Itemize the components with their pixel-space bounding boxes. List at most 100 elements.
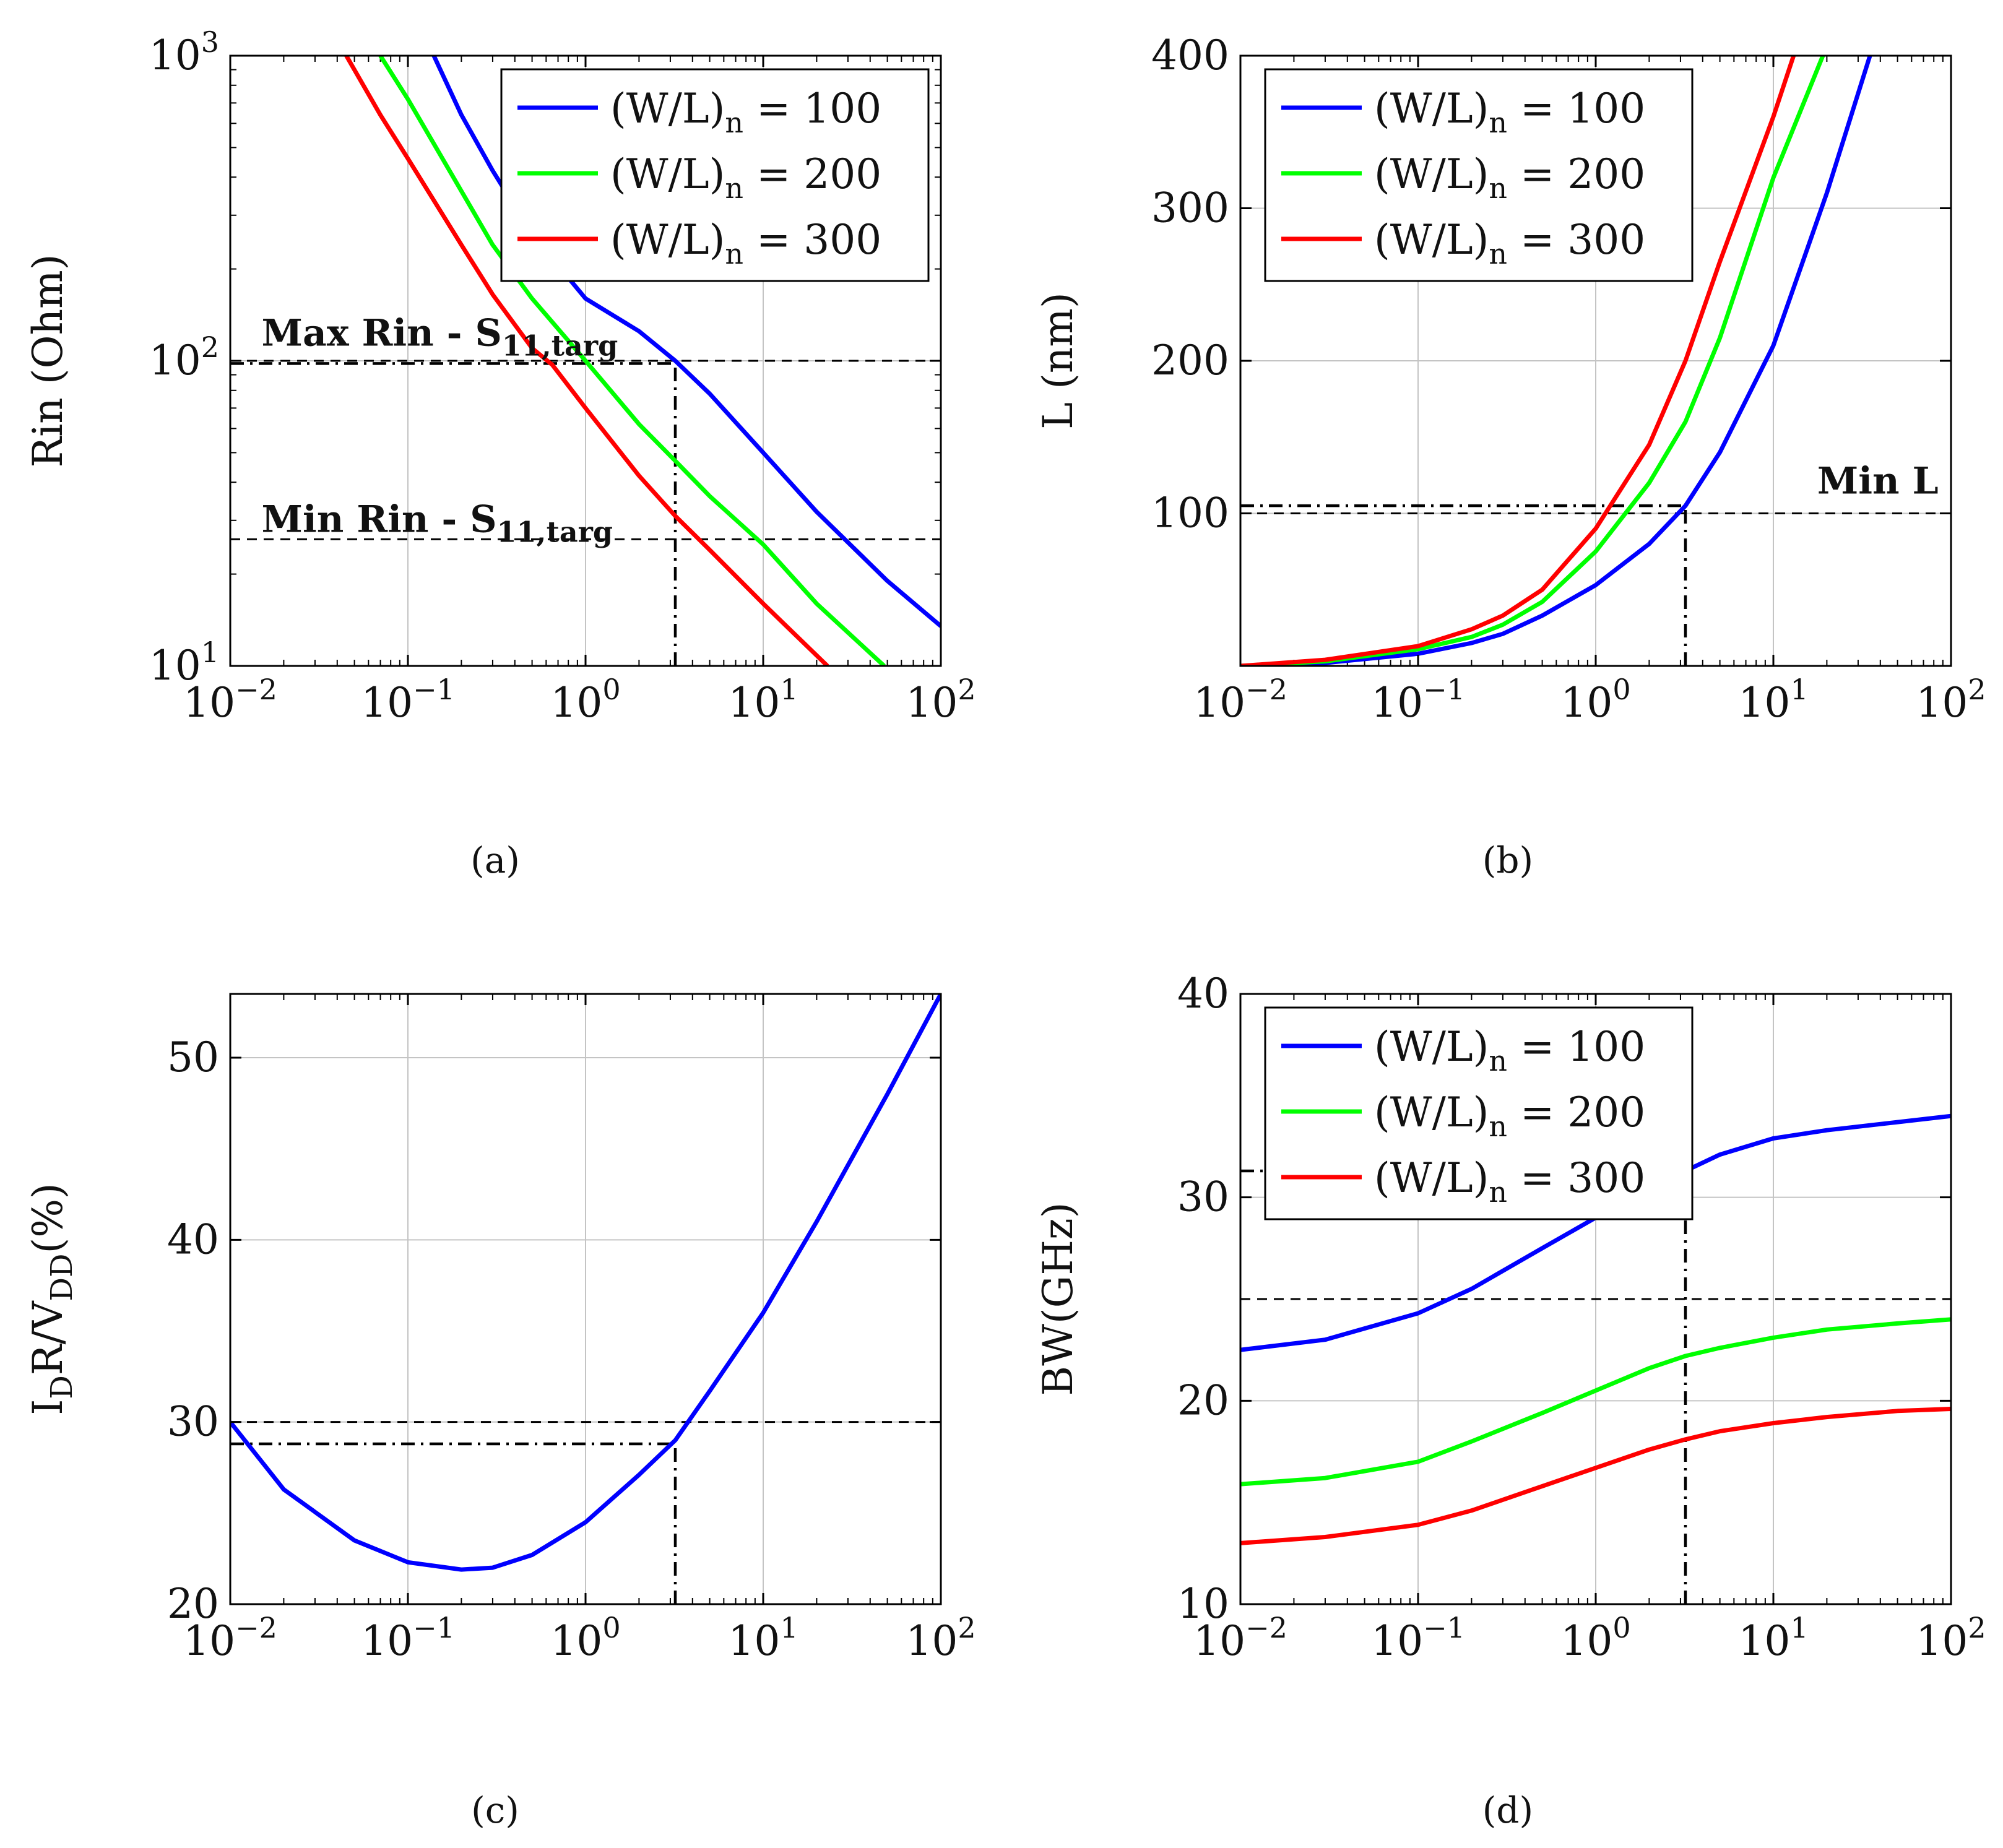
legend-name: (W/L) — [1374, 85, 1489, 132]
legend-name: (W/L) — [1374, 1089, 1489, 1136]
x-tick-base: 10 — [183, 1617, 235, 1665]
x-tick-label: 101 — [1738, 673, 1808, 727]
caption-d: (d) — [1482, 1789, 1533, 1831]
legend-subscript: n — [1489, 106, 1507, 139]
y-tick-label: 40 — [1177, 970, 1229, 1017]
y-tick-value: 30 — [1177, 1173, 1229, 1221]
x-tick-label: 100 — [550, 673, 620, 727]
x-tick-base: 10 — [361, 1617, 413, 1665]
y-tick-label: 100 — [1151, 490, 1229, 537]
x-tick-label: 10−2 — [1193, 673, 1287, 727]
legend-subscript: n — [1489, 171, 1507, 205]
legend-label-3: (W/L)n = 300 — [1374, 1154, 1645, 1209]
y-axis-label-part: R/V — [24, 1300, 72, 1375]
y-tick-label: 200 — [1151, 337, 1229, 384]
x-tick-base: 10 — [728, 1617, 780, 1665]
annotation-label: Min Rin - S11,targ — [262, 498, 613, 548]
annotation-label: Min L — [1817, 459, 1939, 503]
x-tick-label: 102 — [906, 1611, 976, 1665]
annotation-subscript: 11,targ — [502, 329, 618, 363]
annotation-text: Max Rin - S — [262, 312, 502, 355]
x-tick-base: 10 — [183, 679, 235, 727]
legend-value: = 300 — [1507, 1154, 1645, 1202]
y-axis-label-text: BW(GHz) — [1034, 1202, 1082, 1396]
x-tick-exponent: 0 — [1612, 1611, 1630, 1644]
y-tick-label: 30 — [1177, 1173, 1229, 1221]
x-tick-base: 10 — [361, 679, 413, 727]
y-tick-exponent: 2 — [201, 330, 219, 364]
x-tick-base: 10 — [1916, 1617, 1968, 1665]
legend-label-3: (W/L)n = 300 — [610, 216, 881, 270]
legend-value: = 200 — [743, 150, 881, 198]
y-tick-value: 20 — [1177, 1376, 1229, 1424]
y-tick-exponent: 1 — [201, 636, 219, 669]
y-tick-base: 10 — [149, 337, 201, 384]
x-tick-exponent: 2 — [1968, 673, 1986, 706]
x-tick-label: 10−1 — [361, 1611, 455, 1665]
legend-value: = 300 — [743, 216, 881, 264]
y-tick-value: 30 — [167, 1398, 219, 1446]
legend-name: (W/L) — [610, 216, 725, 264]
x-tick-exponent: 2 — [958, 673, 976, 706]
x-tick-exponent: −1 — [413, 673, 455, 706]
x-tick-base: 10 — [1371, 1617, 1423, 1665]
y-tick-label: 10 — [1177, 1580, 1229, 1628]
annotation-text: Min Rin - S — [262, 498, 497, 541]
x-tick-exponent: −1 — [1423, 1611, 1465, 1644]
x-tick-exponent: 0 — [602, 673, 620, 706]
legend-name: (W/L) — [610, 85, 725, 132]
y-tick-value: 40 — [1177, 970, 1229, 1017]
legend: (W/L)n = 100(W/L)n = 200(W/L)n = 300 — [1264, 1006, 1694, 1220]
x-tick-base: 10 — [728, 679, 780, 727]
caption-c: (c) — [471, 1789, 519, 1831]
y-tick-value: 10 — [1177, 1580, 1229, 1628]
y-axis-label-text: Rin (Ohm) — [24, 254, 72, 468]
caption-a: (a) — [470, 839, 520, 881]
x-tick-base: 10 — [1560, 679, 1612, 727]
series-line-1 — [230, 994, 941, 1572]
x-tick-label: 101 — [1738, 1611, 1808, 1665]
y-tick-value: 300 — [1151, 184, 1229, 232]
x-tick-base: 10 — [1371, 679, 1423, 727]
x-tick-label: 100 — [550, 1611, 620, 1665]
series-line-3 — [344, 56, 829, 666]
x-tick-label: 10−1 — [1371, 673, 1465, 727]
legend: (W/L)n = 100(W/L)n = 200(W/L)n = 300 — [500, 68, 930, 282]
legend-label-2: (W/L)n = 200 — [1374, 1089, 1645, 1143]
y-tick-label: 101 — [149, 636, 219, 689]
y-tick-label: 102 — [149, 330, 219, 384]
y-tick-label: 40 — [167, 1215, 219, 1263]
y-tick-label: 20 — [1177, 1376, 1229, 1424]
x-tick-base: 10 — [906, 1617, 958, 1665]
x-tick-exponent: 1 — [780, 1611, 798, 1644]
legend-label-3: (W/L)n = 300 — [1374, 216, 1645, 270]
legend: (W/L)n = 100(W/L)n = 200(W/L)n = 300 — [1264, 68, 1694, 282]
y-tick-label: 50 — [167, 1034, 219, 1081]
x-tick-base: 10 — [1193, 1617, 1245, 1665]
x-tick-label: 102 — [906, 673, 976, 727]
y-tick-value: 20 — [167, 1580, 219, 1628]
x-tick-label: 101 — [728, 1611, 798, 1665]
y-tick-label: 20 — [167, 1580, 219, 1628]
y-tick-value: 40 — [167, 1215, 219, 1263]
y-tick-label: 30 — [167, 1398, 219, 1446]
x-tick-base: 10 — [1560, 1617, 1612, 1665]
legend-subscript: n — [1489, 237, 1507, 270]
legend-name: (W/L) — [1374, 1023, 1489, 1071]
legend-name: (W/L) — [610, 150, 725, 198]
x-tick-label: 10−1 — [361, 673, 455, 727]
x-tick-label: 10−1 — [1371, 1611, 1465, 1665]
x-tick-exponent: −2 — [1245, 673, 1287, 706]
x-tick-label: 10−2 — [1193, 1611, 1287, 1665]
legend-label-1: (W/L)n = 100 — [610, 85, 881, 139]
series-line-1 — [431, 56, 941, 628]
x-tick-base: 10 — [1916, 679, 1968, 727]
legend-name: (W/L) — [1374, 216, 1489, 264]
x-tick-label: 102 — [1916, 1611, 1986, 1665]
legend-name: (W/L) — [1374, 150, 1489, 198]
x-tick-label: 100 — [1560, 673, 1630, 727]
